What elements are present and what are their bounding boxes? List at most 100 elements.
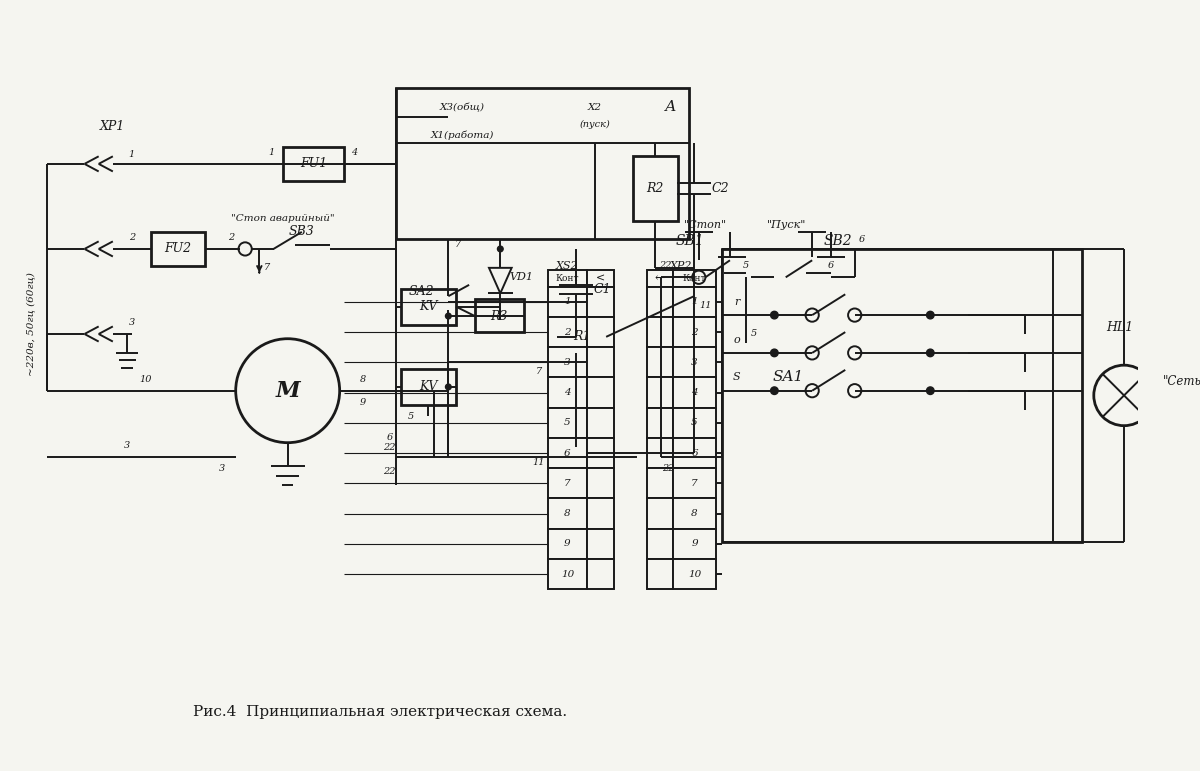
Circle shape [770, 349, 778, 357]
Bar [673, 498, 715, 529]
Text: "Стоп": "Стоп" [684, 221, 727, 231]
Text: KV: KV [419, 300, 438, 313]
Text: o: o [733, 335, 740, 345]
Bar [547, 498, 587, 529]
Bar [587, 378, 613, 408]
Text: KV: KV [419, 380, 438, 393]
Polygon shape [488, 268, 511, 293]
Text: 1: 1 [691, 298, 698, 306]
Bar [587, 438, 613, 468]
Bar [647, 317, 673, 347]
Bar [587, 498, 613, 529]
Circle shape [692, 271, 706, 284]
Circle shape [498, 246, 503, 252]
Text: 9: 9 [691, 539, 698, 548]
Text: 2: 2 [564, 328, 571, 337]
Text: 2: 2 [228, 233, 234, 242]
Text: Х3(общ): Х3(общ) [440, 103, 485, 112]
Text: C1: C1 [594, 283, 611, 296]
Text: 8: 8 [564, 509, 571, 518]
Bar [647, 408, 673, 438]
Text: 2: 2 [128, 233, 134, 242]
Text: 7: 7 [264, 264, 270, 272]
Bar [547, 438, 587, 468]
Bar [647, 468, 673, 498]
Bar [547, 287, 587, 317]
Circle shape [770, 311, 778, 319]
Circle shape [926, 387, 934, 395]
Bar [547, 468, 587, 498]
Circle shape [773, 271, 786, 284]
Text: 22: 22 [384, 466, 396, 476]
Bar [587, 468, 613, 498]
Text: R2: R2 [647, 182, 664, 195]
Text: 9: 9 [360, 398, 366, 406]
Bar [673, 468, 715, 498]
Bar [587, 347, 613, 378]
Text: 3: 3 [564, 358, 571, 367]
Text: R3: R3 [491, 309, 508, 322]
Text: <: < [596, 273, 605, 283]
Bar [547, 529, 587, 559]
Text: 3: 3 [218, 463, 224, 473]
Text: 9: 9 [564, 539, 571, 548]
Text: FU2: FU2 [164, 242, 192, 255]
Text: 10: 10 [560, 570, 574, 578]
Bar [151, 232, 205, 266]
Text: 8: 8 [360, 375, 366, 384]
Text: 6: 6 [691, 449, 698, 457]
Text: "Сеть": "Сеть" [1163, 375, 1200, 388]
Text: SB3: SB3 [289, 225, 314, 238]
Text: 22: 22 [662, 463, 674, 473]
Text: 11: 11 [700, 301, 712, 310]
Text: FU1: FU1 [300, 157, 328, 170]
Bar [396, 89, 689, 240]
Bar [722, 249, 1081, 542]
Bar [587, 270, 613, 287]
Circle shape [1093, 365, 1154, 426]
Text: Х1(работа): Х1(работа) [431, 131, 494, 140]
Text: SA2: SA2 [409, 285, 434, 298]
Text: 1: 1 [128, 150, 134, 159]
Circle shape [239, 242, 252, 255]
Circle shape [235, 338, 340, 443]
Bar [547, 270, 587, 287]
Text: М: М [275, 379, 300, 402]
Circle shape [445, 313, 451, 319]
Bar [557, 320, 606, 353]
Bar [673, 317, 715, 347]
Bar [401, 369, 456, 405]
Text: 5: 5 [408, 412, 414, 421]
Bar [547, 378, 587, 408]
Circle shape [445, 384, 451, 390]
Text: 3: 3 [691, 358, 698, 367]
Text: 3: 3 [128, 318, 134, 327]
Bar [587, 529, 613, 559]
Text: 1: 1 [269, 148, 275, 157]
Bar [673, 559, 715, 589]
Text: 7: 7 [564, 479, 571, 488]
Bar [647, 287, 673, 317]
Text: 10: 10 [139, 375, 152, 384]
Text: 3: 3 [124, 441, 130, 450]
Text: 6: 6 [828, 261, 834, 271]
Text: "Пуск": "Пуск" [767, 221, 806, 231]
Text: ←: ← [655, 271, 665, 284]
Circle shape [926, 349, 934, 357]
Text: (пуск): (пуск) [580, 120, 610, 129]
Text: 22: 22 [384, 443, 396, 452]
Bar [673, 438, 715, 468]
Text: 4: 4 [691, 388, 698, 397]
Bar [587, 559, 613, 589]
Bar [673, 378, 715, 408]
Text: SB2: SB2 [823, 234, 852, 248]
Text: "Стоп аварийный": "Стоп аварийный" [232, 214, 335, 223]
Circle shape [848, 384, 862, 397]
Circle shape [770, 387, 778, 395]
Bar [673, 270, 715, 287]
Circle shape [805, 308, 818, 322]
Bar [547, 317, 587, 347]
Text: 5: 5 [743, 261, 749, 271]
Text: ХР2: ХР2 [670, 261, 692, 271]
Bar [632, 157, 678, 221]
